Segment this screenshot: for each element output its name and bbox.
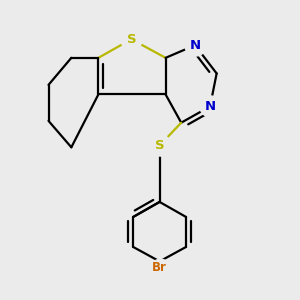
Text: N: N (205, 100, 216, 113)
Text: S: S (127, 33, 136, 46)
Text: S: S (155, 139, 164, 152)
Text: N: N (190, 39, 201, 52)
Text: Br: Br (152, 262, 167, 275)
